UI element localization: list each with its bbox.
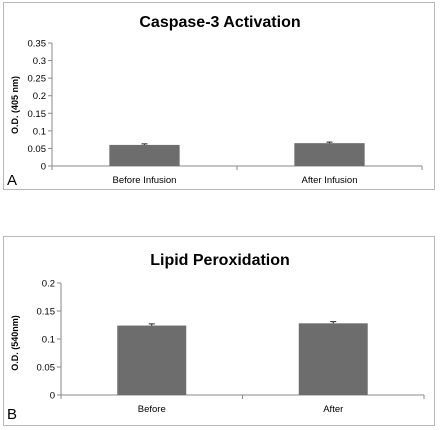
chart-a-panel-label: A [7,172,17,189]
chart-a-y-tick-label: 0.1 [33,126,46,137]
chart-a-y-tick-label: 0.25 [28,74,47,85]
chart-b-category-label: Before [138,404,166,415]
chart-a-y-tick-label: 0.3 [33,56,46,67]
chart-a-category-label: Before Infusion [113,175,177,186]
chart-a-y-axis-label: O.D. (405 nm) [10,76,20,134]
chart-a-y-tick-label: 0.15 [28,109,47,120]
chart-a-svg: Caspase-3 Activation O.D. (405 nm) A 0 0.… [7,14,423,189]
chart-b-title: Lipid Peroxidation [150,252,290,269]
chart-b-category-label: After [323,404,343,415]
chart-a-y-tick-label: 0.2 [33,91,46,102]
chart-b-y-tick-label: 0.1 [42,335,55,346]
chart-b-svg: Lipid Peroxidation O.D. (540nm) B 0 0.05 0… [7,252,425,423]
chart-b-y-axis-label: O.D. (540nm) [10,315,20,371]
chart-panel-b: Lipid Peroxidation O.D. (540nm) B 0 0.05 0… [3,236,435,426]
chart-b-y-tick-label: 0.2 [42,279,55,290]
chart-b-y-tick-label: 0 [50,391,55,402]
chart-a-bar [109,144,180,166]
chart-a-title: Caspase-3 Activation [139,14,300,31]
chart-a-y-tick-label: 0.35 [28,39,47,50]
chart-a-category-label: After Infusion [302,175,358,186]
chart-b-panel-label: B [7,406,17,423]
chart-b-y-tick-label: 0.05 [37,363,56,374]
chart-b-y-tick-label: 0.15 [37,307,56,318]
chart-b-bar [117,325,187,395]
chart-panel-a: Caspase-3 Activation O.D. (405 nm) A 0 0.… [3,2,435,190]
chart-a-y-tick-label: 0.05 [28,144,47,155]
chart-a-y-tick-label: 0 [41,162,46,173]
chart-a-bar [294,143,365,166]
chart-b-bar [298,323,368,395]
